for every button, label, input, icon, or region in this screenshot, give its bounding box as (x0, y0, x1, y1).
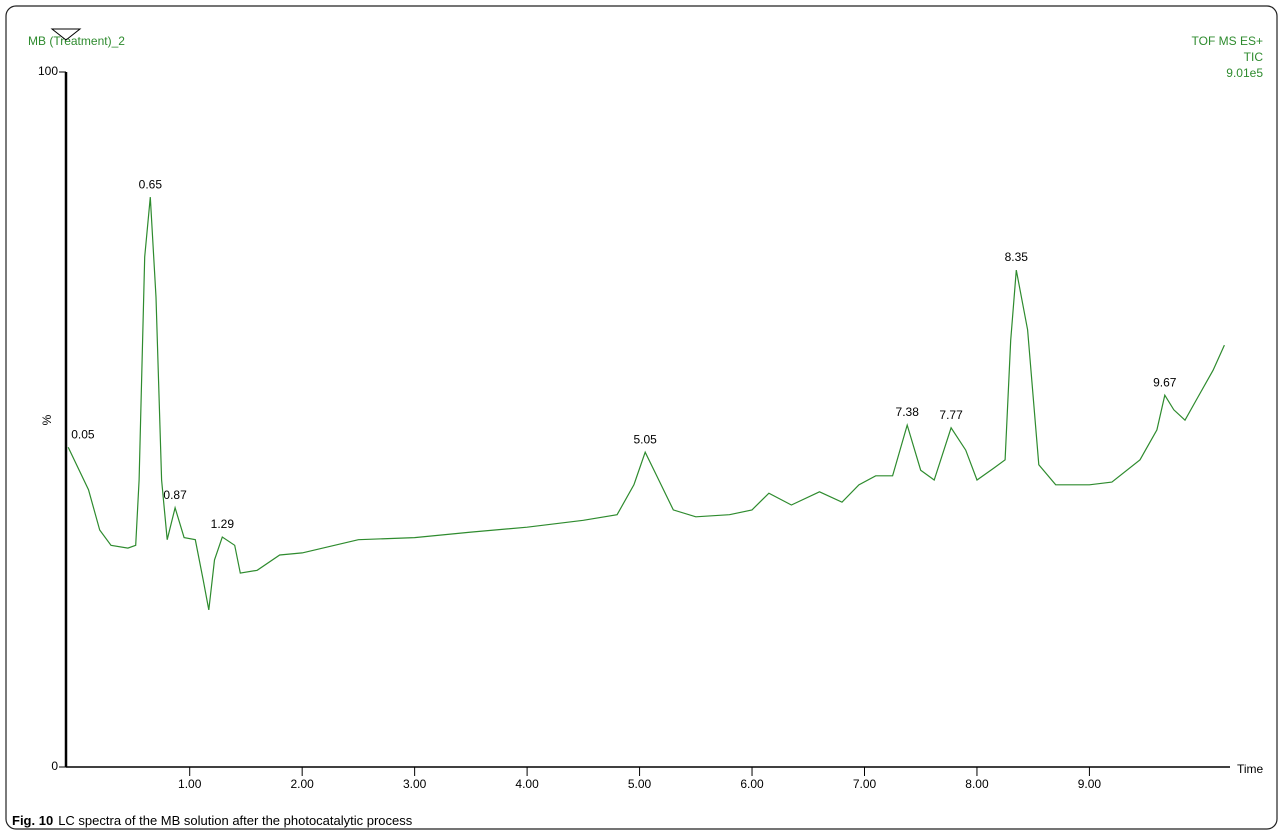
x-tick-label: 3.00 (403, 777, 427, 791)
x-tick-label: 7.00 (853, 777, 877, 791)
chart-title: MB (Treatment)_2 (28, 34, 125, 48)
caption: Fig. 10 LC spectra of the MB solution aft… (12, 813, 413, 828)
peak-label: 8.35 (1005, 250, 1029, 264)
peak-label: 1.29 (211, 517, 235, 531)
x-tick-label: 1.00 (178, 777, 202, 791)
info-line: TIC (1244, 50, 1264, 64)
marker-icon (50, 28, 82, 41)
x-axis-label: Time (1237, 762, 1264, 776)
x-tick-label: 2.00 (290, 777, 314, 791)
data-line (67, 197, 1225, 611)
peak-label: 5.05 (634, 432, 658, 446)
frame (5, 5, 1278, 830)
x-tick-label: 9.00 (1078, 777, 1102, 791)
y-axis-label: % (40, 414, 54, 425)
info-line: TOF MS ES+ (1192, 34, 1263, 48)
y-tick-label: 0 (51, 759, 58, 773)
peak-label: 0.87 (163, 488, 187, 502)
x-tick-label: 5.00 (628, 777, 652, 791)
peak-label: 0.05 (71, 427, 95, 441)
peak-label: 7.38 (896, 405, 920, 419)
info-line: 9.01e5 (1226, 66, 1263, 80)
caption-label: Fig. 10 (12, 813, 53, 828)
x-tick-label: 8.00 (965, 777, 989, 791)
peak-label: 0.65 (139, 177, 163, 191)
caption-text: LC spectra of the MB solution after the … (58, 813, 413, 828)
y-tick-label: 100 (38, 64, 58, 78)
peak-label: 9.67 (1153, 375, 1177, 389)
x-tick-label: 4.00 (515, 777, 539, 791)
peak-label: 7.77 (939, 408, 963, 422)
x-tick-label: 6.00 (740, 777, 764, 791)
